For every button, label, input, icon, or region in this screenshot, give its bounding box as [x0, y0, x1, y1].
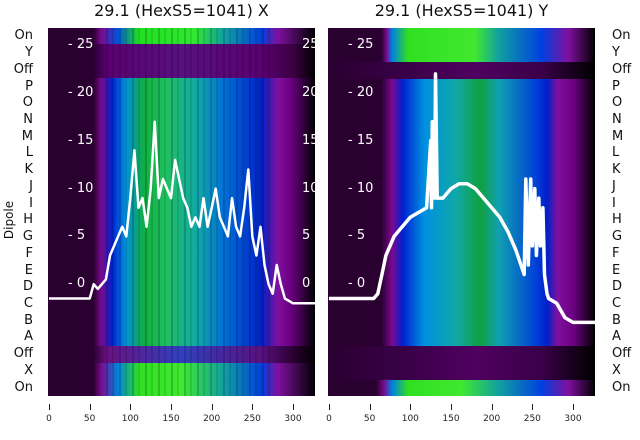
row-label-right: L	[612, 145, 620, 161]
x-tick-label: 50	[83, 414, 96, 424]
x-tick-label: 300	[564, 414, 582, 424]
x-tick-label: 250	[523, 414, 541, 424]
row-label-right: G	[612, 229, 623, 245]
row-label-left: L	[25, 145, 33, 161]
row-label-right: Off	[612, 61, 632, 77]
x-tick-label: 150	[162, 414, 180, 424]
x-tick	[451, 404, 452, 410]
y-tick-label: - 15	[348, 132, 374, 148]
y-tick-label: - 25	[348, 37, 374, 53]
x-tick	[89, 404, 91, 410]
twin-y-tick-label: 15	[302, 132, 315, 148]
row-label-left: P	[25, 78, 33, 94]
row-label-left: Off	[13, 61, 33, 77]
y-tick-label: - 0	[68, 276, 86, 292]
twin-y-tick-label: 25	[302, 37, 315, 53]
row-label-left: H	[23, 212, 33, 228]
row-label-left: X	[24, 362, 33, 378]
row-label-right: J	[612, 178, 616, 194]
x-tick	[532, 404, 534, 410]
row-label-left: D	[22, 279, 33, 295]
row-label-right: N	[612, 112, 622, 127]
row-label-right: O	[612, 95, 623, 111]
row-label-right: D	[612, 279, 623, 295]
row-label-left: A	[24, 329, 33, 345]
line-plot-x	[49, 120, 315, 305]
row-label-left: E	[24, 262, 33, 278]
x-tick-label: 200	[483, 414, 501, 424]
x-tick	[369, 404, 371, 410]
y-tick-label: - 20	[68, 84, 94, 100]
x-tick	[410, 404, 412, 410]
dipole-line-1	[329, 72, 595, 325]
y-tick-label: - 25	[68, 37, 94, 53]
row-label-right: On	[612, 379, 631, 395]
y-tick-label: - 15	[68, 132, 94, 148]
x-tick	[130, 404, 132, 410]
row-label-right: Off	[612, 346, 632, 362]
line-plot-y	[329, 72, 595, 325]
twin-y-tick-label: 0	[302, 276, 311, 292]
row-label-right: X	[612, 362, 621, 378]
y-axis-label: Dipole	[2, 200, 16, 240]
row-label-left: N	[23, 112, 33, 127]
chart-title-x: 29.1 (HexS5=1041) X	[94, 1, 269, 20]
x-tick-label: 100	[121, 414, 139, 424]
x-tick-label: 100	[401, 414, 419, 424]
row-label-left: O	[22, 95, 33, 111]
twin-y-tick-label: 20	[302, 84, 315, 100]
x-tick	[491, 404, 493, 410]
heatmap-panel-x: - 0 0 - 5 5 - 10 10 - 15 15 - 20 20 - 25 25	[48, 28, 315, 396]
row-label-right: A	[612, 329, 621, 345]
y-tick-label: - 10	[348, 180, 374, 196]
row-label-left: F	[25, 245, 33, 261]
x-tick	[573, 404, 574, 410]
x-tick-label: 250	[243, 414, 261, 424]
row-label-right: I	[612, 195, 616, 211]
row-label-left: G	[22, 229, 33, 245]
row-label-right: Y	[612, 45, 620, 61]
x-tick	[171, 404, 172, 410]
row-label-left: B	[24, 312, 33, 328]
row-label-right: B	[612, 312, 621, 328]
row-label-left: I	[29, 195, 33, 211]
x-tick-label: 200	[203, 414, 221, 424]
x-tick	[329, 404, 330, 410]
row-label-right: E	[612, 262, 621, 278]
row-label-right: F	[612, 245, 620, 261]
dipole-line-0	[49, 120, 315, 305]
row-label-left: M	[21, 128, 33, 144]
y-tick-label: - 10	[68, 180, 94, 196]
row-label-left: Off	[13, 346, 33, 362]
y-tick-label: - 5	[348, 228, 366, 244]
row-label-right: H	[612, 212, 622, 228]
x-tick	[252, 404, 254, 410]
row-label-left: C	[23, 296, 33, 311]
row-label-left: On	[14, 379, 33, 395]
chart-title-y: 29.1 (HexS5=1041) Y	[374, 1, 549, 20]
x-tick-label: 300	[284, 414, 302, 424]
row-label-right: On	[612, 28, 631, 44]
row-label-right: P	[612, 78, 620, 94]
row-label-right: K	[612, 162, 621, 178]
y-tick-label: - 0	[348, 276, 366, 292]
x-tick-label: 50	[363, 414, 376, 424]
x-tick	[211, 404, 213, 410]
x-tick	[49, 404, 50, 410]
heatmap-panel-y: - 0 - 5 - 10 - 15 - 20 - 25	[328, 28, 595, 396]
row-label-left: On	[14, 28, 33, 44]
row-label-left: J	[29, 178, 33, 194]
x-tick-label: 150	[442, 414, 460, 424]
y-tick-label: - 20	[348, 84, 374, 100]
y-tick-label: - 5	[68, 228, 86, 244]
row-label-right: M	[612, 128, 624, 144]
twin-y-tick-label: 10	[302, 180, 315, 196]
twin-y-tick-label: 5	[302, 228, 311, 244]
row-label-right: C	[612, 296, 622, 311]
row-label-left: Y	[25, 45, 33, 61]
x-tick	[293, 404, 294, 410]
x-tick-label: 0	[46, 414, 52, 424]
row-label-left: K	[24, 162, 33, 178]
x-tick-label: 0	[326, 414, 332, 424]
